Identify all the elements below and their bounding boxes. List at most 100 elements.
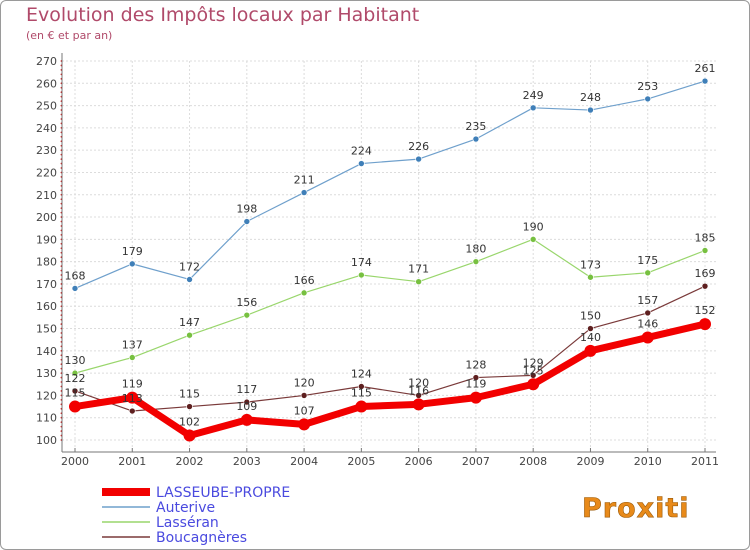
data-point (527, 378, 540, 391)
data-point (472, 135, 480, 143)
y-tick-label: 180 (36, 256, 57, 269)
legend-label: LASSEUBE-PROPRE (156, 485, 290, 501)
data-point (358, 160, 365, 167)
data-point (529, 104, 537, 112)
data-point (298, 418, 311, 431)
data-label: 122 (65, 372, 86, 385)
data-label: 261 (695, 62, 716, 75)
data-point (300, 289, 308, 297)
data-point (469, 391, 482, 404)
legend-label: Auterive (156, 500, 215, 516)
x-tick-label: 2002 (176, 455, 204, 468)
y-tick-label: 230 (36, 144, 57, 157)
y-tick-label: 190 (36, 233, 57, 246)
y-tick-label: 130 (36, 367, 57, 380)
data-label: 224 (351, 145, 372, 158)
data-label: 179 (122, 245, 143, 258)
data-label: 130 (65, 354, 86, 367)
data-point (186, 276, 193, 283)
series-lines (69, 77, 711, 442)
data-label: 249 (523, 89, 544, 102)
y-tick-label: 220 (36, 166, 57, 179)
data-point (644, 269, 652, 277)
y-tick-label: 120 (36, 389, 57, 402)
data-point (644, 95, 652, 103)
data-label: 235 (465, 120, 486, 133)
data-point (587, 325, 594, 332)
data-point (186, 403, 193, 410)
data-point (587, 273, 594, 281)
legend-label: Lasséran (156, 515, 219, 531)
data-label: 137 (122, 339, 143, 352)
x-tick-label: 2001 (118, 455, 146, 468)
x-tick-label: 2005 (347, 455, 375, 468)
x-tick-label: 2007 (462, 455, 490, 468)
data-point (412, 398, 425, 411)
data-label: 211 (294, 174, 315, 187)
data-point (415, 155, 422, 163)
data-label: 156 (236, 296, 257, 309)
data-point (355, 400, 368, 413)
data-point (358, 383, 365, 390)
data-point (644, 309, 652, 317)
y-tick-label: 100 (36, 434, 57, 447)
y-tick-label: 240 (36, 122, 57, 135)
data-label: 117 (236, 383, 257, 396)
legend: LASSEUBE-PROPREAuteriveLasséranBoucagnèr… (102, 485, 290, 546)
data-label: 129 (523, 356, 544, 369)
data-point (587, 106, 594, 114)
data-label: 102 (179, 416, 200, 429)
data-point (243, 311, 251, 319)
data-label: 172 (179, 260, 200, 273)
data-point (128, 354, 136, 361)
data-label: 174 (351, 256, 372, 269)
y-tick-label: 210 (36, 189, 57, 202)
y-tick-label: 200 (36, 211, 57, 224)
x-tick-label: 2010 (634, 455, 662, 468)
data-point (71, 369, 79, 377)
proxiti-logo: Proxiti (582, 493, 690, 525)
data-point (472, 374, 480, 381)
data-label: 226 (408, 140, 429, 153)
data-label: 115 (351, 387, 372, 400)
data-label: 124 (351, 367, 372, 380)
data-label: 169 (695, 267, 716, 280)
data-point (128, 260, 136, 268)
data-label: 119 (465, 378, 486, 391)
data-label: 157 (637, 294, 658, 307)
y-tick-label: 140 (36, 345, 57, 358)
grid-lines (62, 60, 716, 448)
data-label: 248 (580, 91, 601, 104)
data-point (529, 236, 537, 243)
x-tick-labels: 2000 2001 2002 2003 2004 2005 2006 2007 2008 2009… (61, 455, 719, 468)
chart-subtitle: (en € et par an) (26, 29, 113, 42)
x-tick-label: 2004 (290, 455, 318, 468)
series-line (71, 320, 709, 440)
data-label: 180 (465, 243, 486, 256)
data-label: 253 (637, 80, 658, 93)
data-label: 125 (523, 364, 544, 377)
data-point (183, 429, 196, 442)
x-tick-label: 2000 (61, 455, 89, 468)
x-tick-label: 2003 (233, 455, 261, 468)
y-tick-labels: 100 110 120 130 140 150 160 170 180 190 200 210 220 2… (36, 55, 57, 447)
data-point (186, 331, 193, 339)
data-point (243, 398, 251, 406)
data-label: 140 (580, 331, 601, 344)
series-line (74, 80, 706, 289)
data-point (240, 413, 253, 426)
logo-text: Proxiti (582, 493, 690, 524)
data-label: 190 (523, 220, 544, 233)
chart-title: Evolution des Impôts locaux par Habitant (26, 4, 420, 26)
data-label: 128 (465, 359, 486, 372)
y-tick-label: 160 (36, 300, 57, 313)
data-label: 116 (408, 384, 429, 397)
data-point (701, 282, 709, 290)
x-tick-label: 2006 (405, 455, 433, 468)
legend-label: Boucagnères (156, 530, 247, 546)
data-point (701, 77, 709, 85)
data-point (699, 318, 711, 331)
y-tick-label: 110 (36, 412, 57, 425)
data-point (126, 391, 139, 404)
data-label: 147 (179, 316, 200, 329)
